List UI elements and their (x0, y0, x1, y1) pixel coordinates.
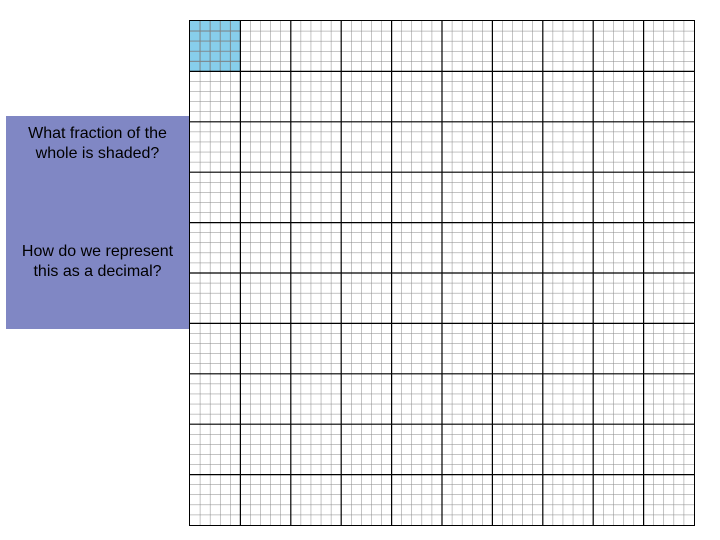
shaded-cell (190, 21, 240, 71)
question-box: What fraction of the whole is shaded? Ho… (6, 116, 189, 329)
grid-svg (190, 21, 694, 525)
question-1: What fraction of the whole is shaded? (12, 124, 183, 164)
major-gridlines (190, 21, 694, 525)
thousandths-grid (189, 20, 695, 526)
question-2: How do we represent this as a decimal? (12, 242, 183, 282)
